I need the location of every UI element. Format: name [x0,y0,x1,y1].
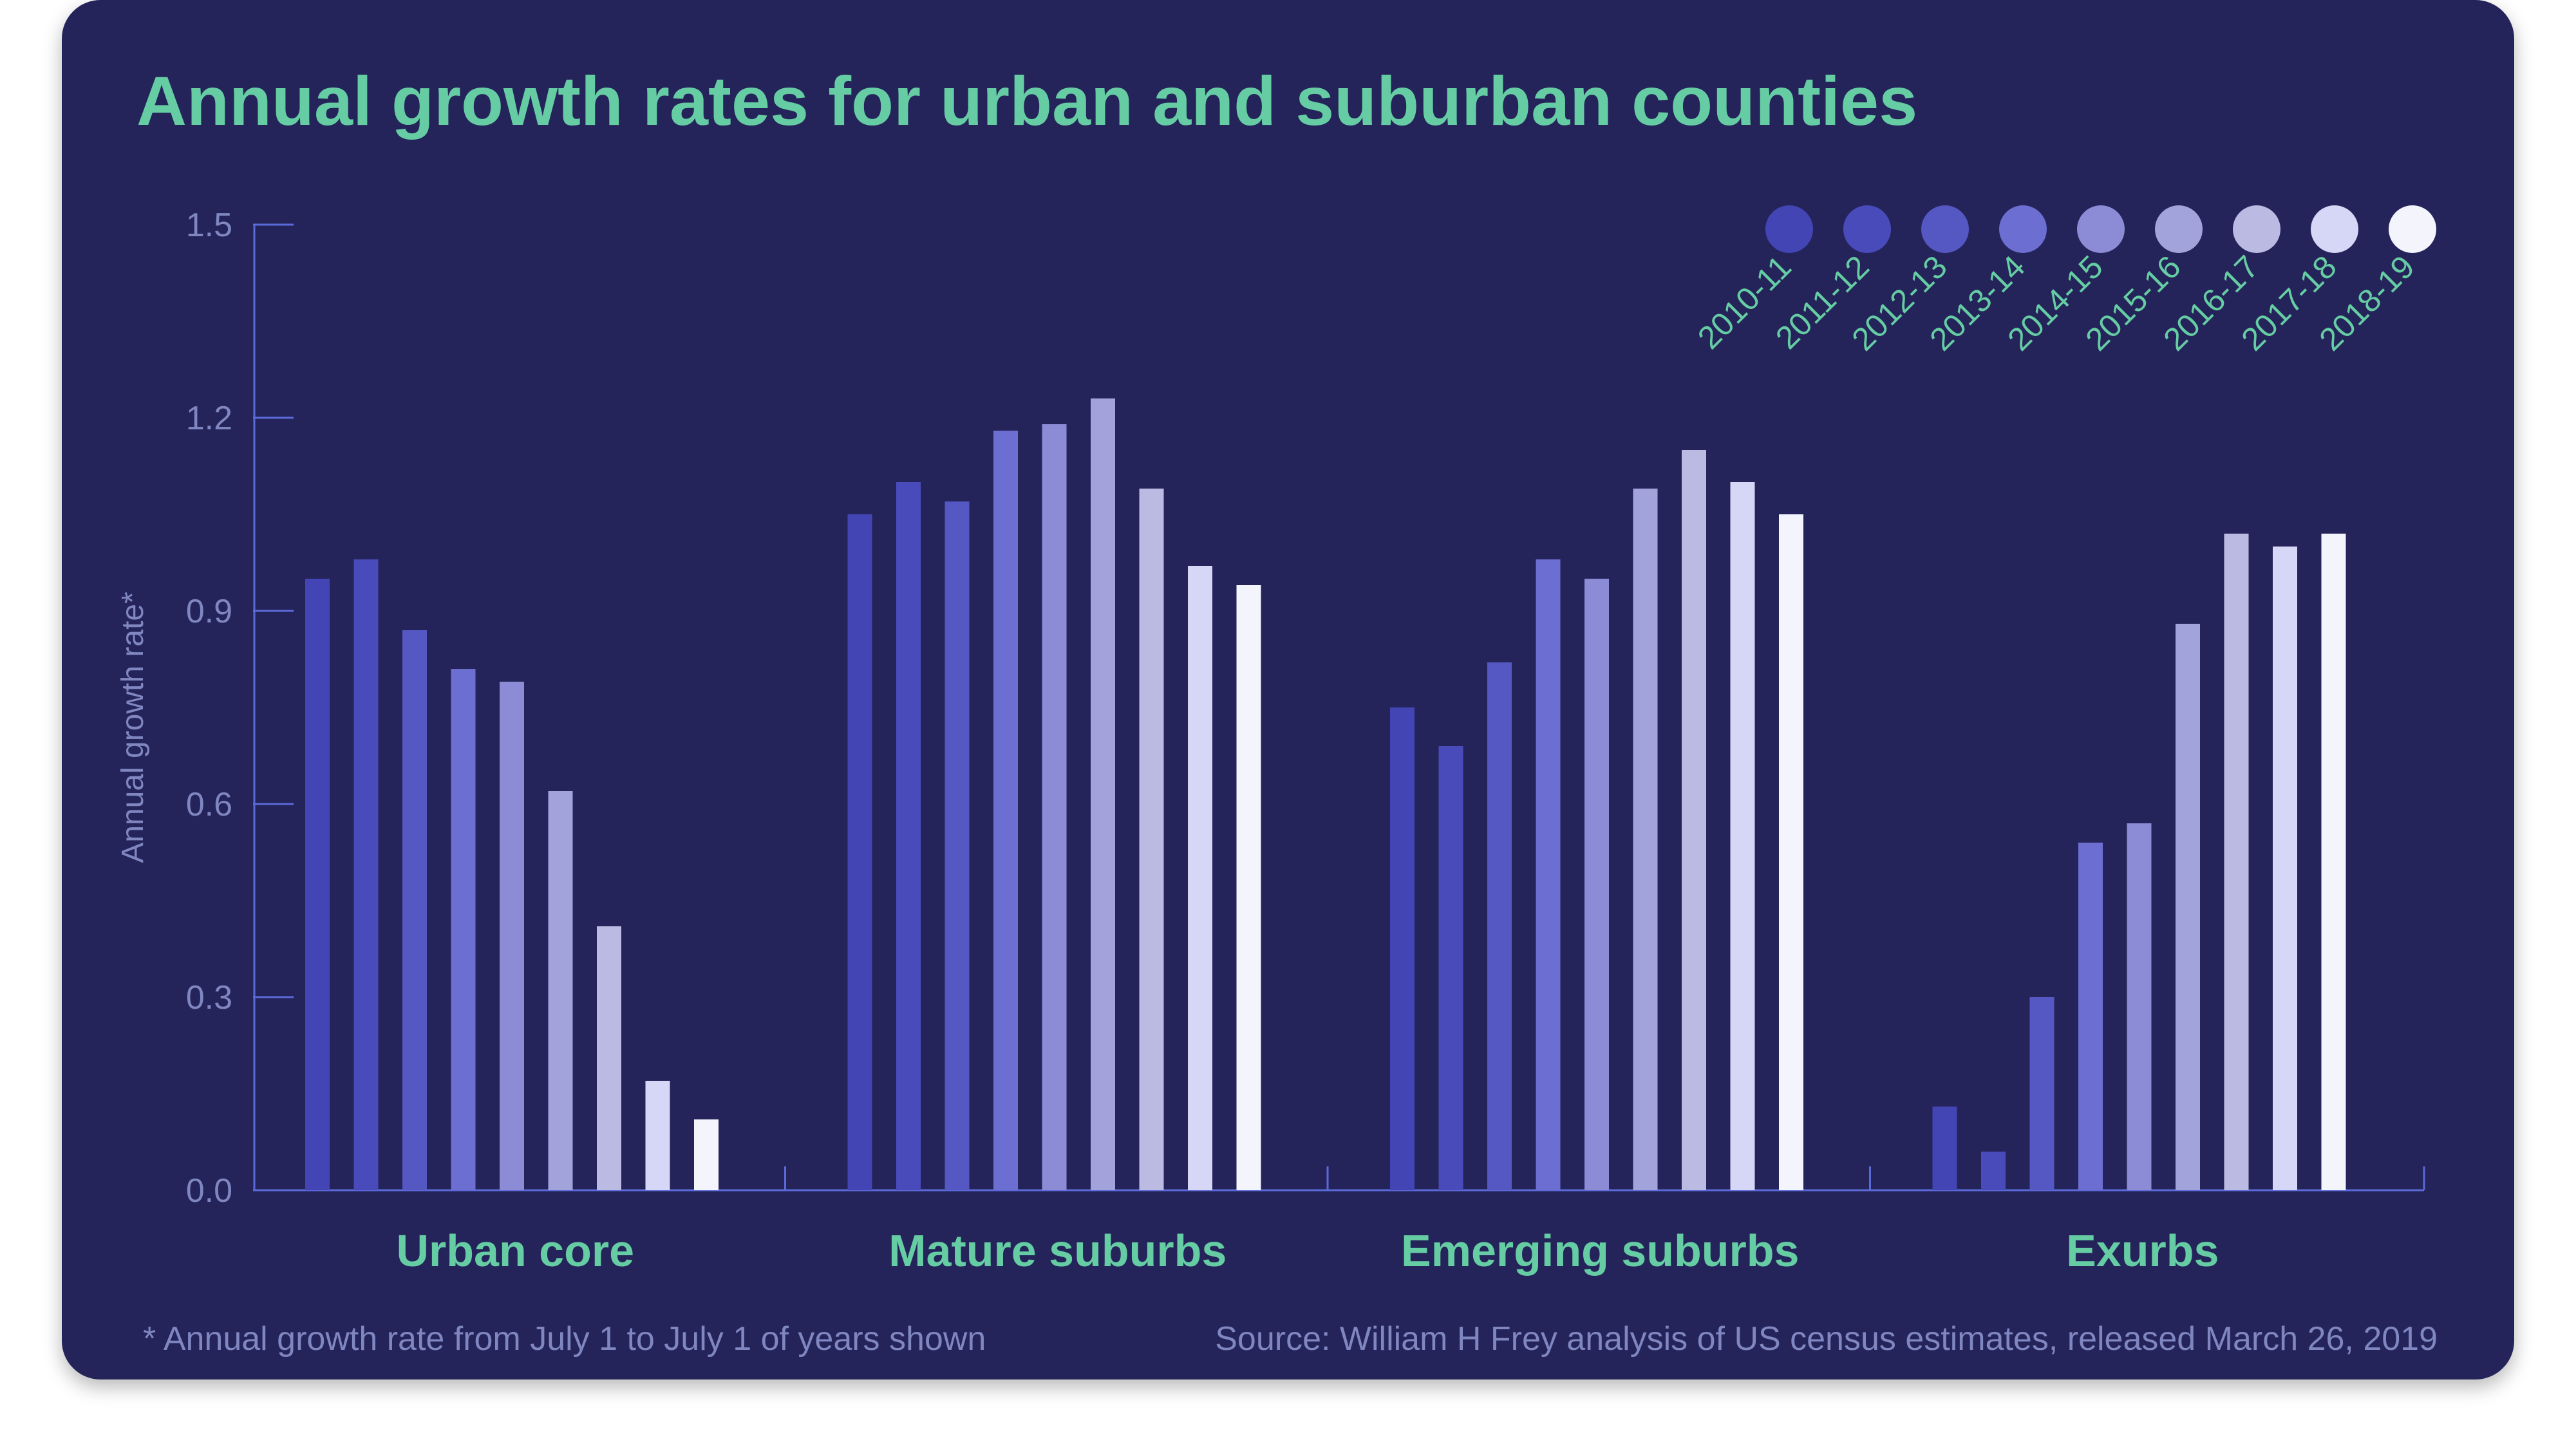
bar [2176,624,2200,1190]
category-label: Mature suburbs [888,1226,1227,1276]
category-label: Urban core [396,1226,634,1276]
legend-swatch [1921,205,1969,253]
bar [645,1081,670,1190]
bar [1682,450,1706,1190]
bar [1091,398,1115,1190]
footnote: * Annual growth rate from July 1 to July… [143,1320,986,1358]
category-label: Exurbs [2066,1226,2219,1276]
bar [2127,823,2152,1190]
bar [2029,997,2054,1190]
bar [451,669,476,1190]
y-tick-label: 0.9 [186,593,232,630]
y-tick-label: 0.3 [186,979,232,1016]
legend: 2010-112011-122012-132013-142014-152015-… [1691,205,2436,358]
bar [847,514,872,1190]
bar [402,630,427,1190]
bars [305,398,2346,1190]
bar [2224,534,2249,1190]
bar [2321,534,2346,1190]
legend-swatch [2077,205,2125,253]
bar [1236,585,1261,1190]
bar [1536,559,1561,1190]
legend-swatch [1843,205,1891,253]
bar [896,482,921,1190]
bar [548,791,573,1190]
bar [1139,489,1164,1190]
y-tick-label: 1.5 [186,207,232,244]
y-axis: 0.0 0.3 0.6 0.9 1.2 1.5 [186,207,294,1210]
bar [1779,514,1803,1190]
category-label: Emerging suburbs [1401,1226,1799,1276]
bar [694,1119,719,1190]
bar [2273,547,2297,1190]
legend-swatch [2155,205,2203,253]
bar [945,501,970,1190]
bar [597,926,621,1190]
legend-swatch [2233,205,2280,253]
legend-swatch [2311,205,2358,253]
legend-swatch [1999,205,2047,253]
legend-swatch [2389,205,2436,253]
chart-title: Annual growth rates for urban and suburb… [136,62,1918,140]
bar [1188,566,1212,1190]
bar [2078,843,2103,1190]
y-tick-label: 1.2 [186,400,232,437]
bar [1584,579,1609,1190]
source-note: Source: William H Frey analysis of US ce… [1215,1320,2438,1358]
bar [1730,482,1755,1190]
bar [1487,662,1512,1190]
bar [1633,489,1658,1190]
y-tick-label: 0.6 [186,786,232,823]
bar [1932,1107,1957,1190]
bar [353,559,379,1190]
bar [1042,424,1067,1190]
bar [1390,707,1415,1190]
bar [1438,746,1463,1190]
bar [305,579,330,1190]
y-tick-label: 0.0 [186,1172,232,1210]
y-axis-title: Annual growth rate* [116,592,150,863]
bar [993,431,1018,1190]
bar [1981,1152,2006,1190]
x-axis: Urban core Mature suburbs Emerging suburbs… [254,1166,2425,1276]
legend-swatch [1765,205,1813,253]
bar [500,682,524,1190]
